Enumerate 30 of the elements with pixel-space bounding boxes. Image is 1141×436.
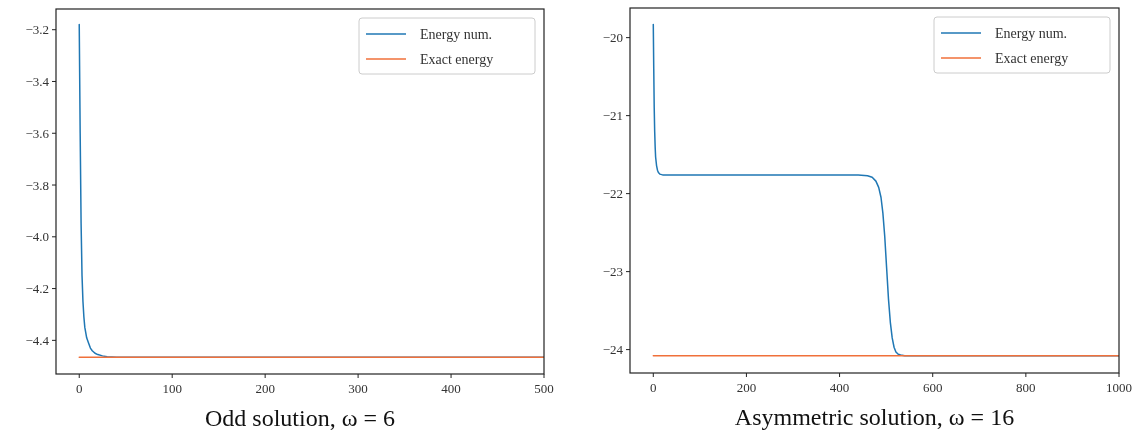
x-tick-label: 400 (829, 380, 850, 395)
y-tick-label: −4.2 (25, 281, 49, 297)
x-tick-label: 300 (348, 381, 368, 396)
legend-label: Exact energy (420, 51, 494, 67)
y-tick-label: −3.2 (25, 22, 49, 38)
x-tick-label: 600 (922, 380, 943, 395)
y-tick-label: −4.4 (25, 332, 50, 348)
x-axis-title: Asymmetric solution, ω = 16 (734, 404, 1015, 430)
x-tick-label: 400 (441, 381, 461, 396)
y-tick-label: −20 (602, 30, 623, 46)
y-tick-label: −24 (602, 342, 624, 358)
x-tick-label: 0 (75, 381, 83, 396)
x-tick-label: 100 (162, 381, 182, 396)
x-tick-label: 200 (736, 380, 757, 395)
legend-label: Energy num. (995, 25, 1068, 41)
legend-label: Energy num. (420, 26, 493, 42)
x-tick-label: 200 (255, 381, 275, 396)
y-tick-label: −21 (602, 108, 623, 124)
x-axis-title: Odd solution, ω = 6 (204, 405, 396, 431)
y-tick-label: −3.8 (25, 177, 49, 193)
x-tick-label: 1000 (1106, 380, 1132, 395)
y-tick-label: −23 (602, 264, 623, 280)
x-tick-label: 0 (650, 380, 657, 395)
legend-label: Exact energy (995, 50, 1069, 66)
y-tick-label: −3.4 (25, 74, 50, 90)
y-tick-label: −22 (602, 186, 623, 202)
y-tick-label: −4.0 (25, 229, 49, 245)
x-tick-label: 800 (1016, 380, 1036, 395)
x-tick-label: 500 (534, 381, 554, 396)
y-tick-label: −3.6 (25, 125, 50, 141)
